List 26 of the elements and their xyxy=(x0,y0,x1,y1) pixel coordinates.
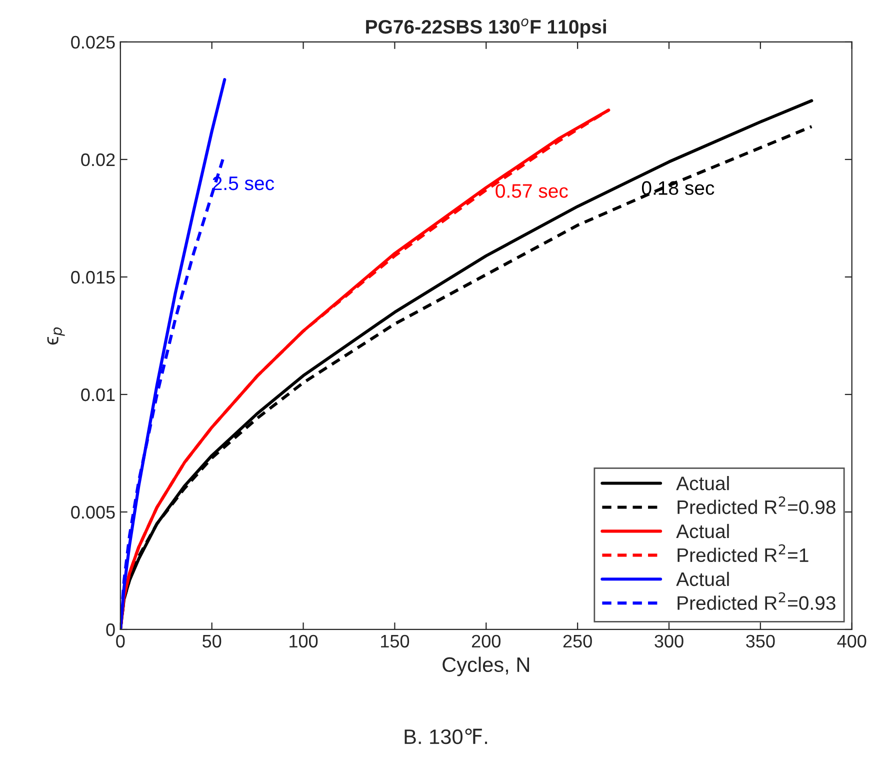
y-tick-label: 0.02 xyxy=(81,153,115,166)
x-tick-label: 50 xyxy=(202,634,222,648)
x-tick-label: 150 xyxy=(381,634,410,648)
x-tick-label: 0 xyxy=(116,634,125,648)
x-axis-title: Cycles, N xyxy=(442,656,530,676)
legend-label: Predicted R$^{2}$=1 xyxy=(678,544,808,562)
legend-label: Predicted R$^{2}$=0.93 xyxy=(678,592,836,610)
x-tick-label: 400 xyxy=(837,634,866,648)
y-tick-label: 0.01 xyxy=(81,388,115,402)
x-tick-label: 250 xyxy=(563,634,592,648)
text: B. 130℉. xyxy=(404,728,488,744)
y-axis-title: ϵ$_{p}$ xyxy=(47,327,65,345)
legend-label: Actual xyxy=(676,524,729,538)
annotation: 0.57 sec xyxy=(496,184,568,198)
y-tick-label: 0.025 xyxy=(71,36,115,49)
x-tick-label: 200 xyxy=(472,634,500,648)
x-tick-label: 100 xyxy=(290,634,318,648)
legend-label: Actual xyxy=(676,476,729,490)
legend-label: Actual xyxy=(676,572,729,586)
chart-title: PG76-22SBS 130$^{o}$F 110psi xyxy=(366,18,606,38)
x-tick-label: 300 xyxy=(654,634,684,648)
x-tick-label: 350 xyxy=(746,634,775,648)
y-tick-label: 0.015 xyxy=(71,270,115,284)
legend-label: Predicted R$^{2}$=0.98 xyxy=(678,496,836,514)
y-tick-label: 0.005 xyxy=(71,506,115,519)
y-tick-label: 0 xyxy=(106,623,115,636)
